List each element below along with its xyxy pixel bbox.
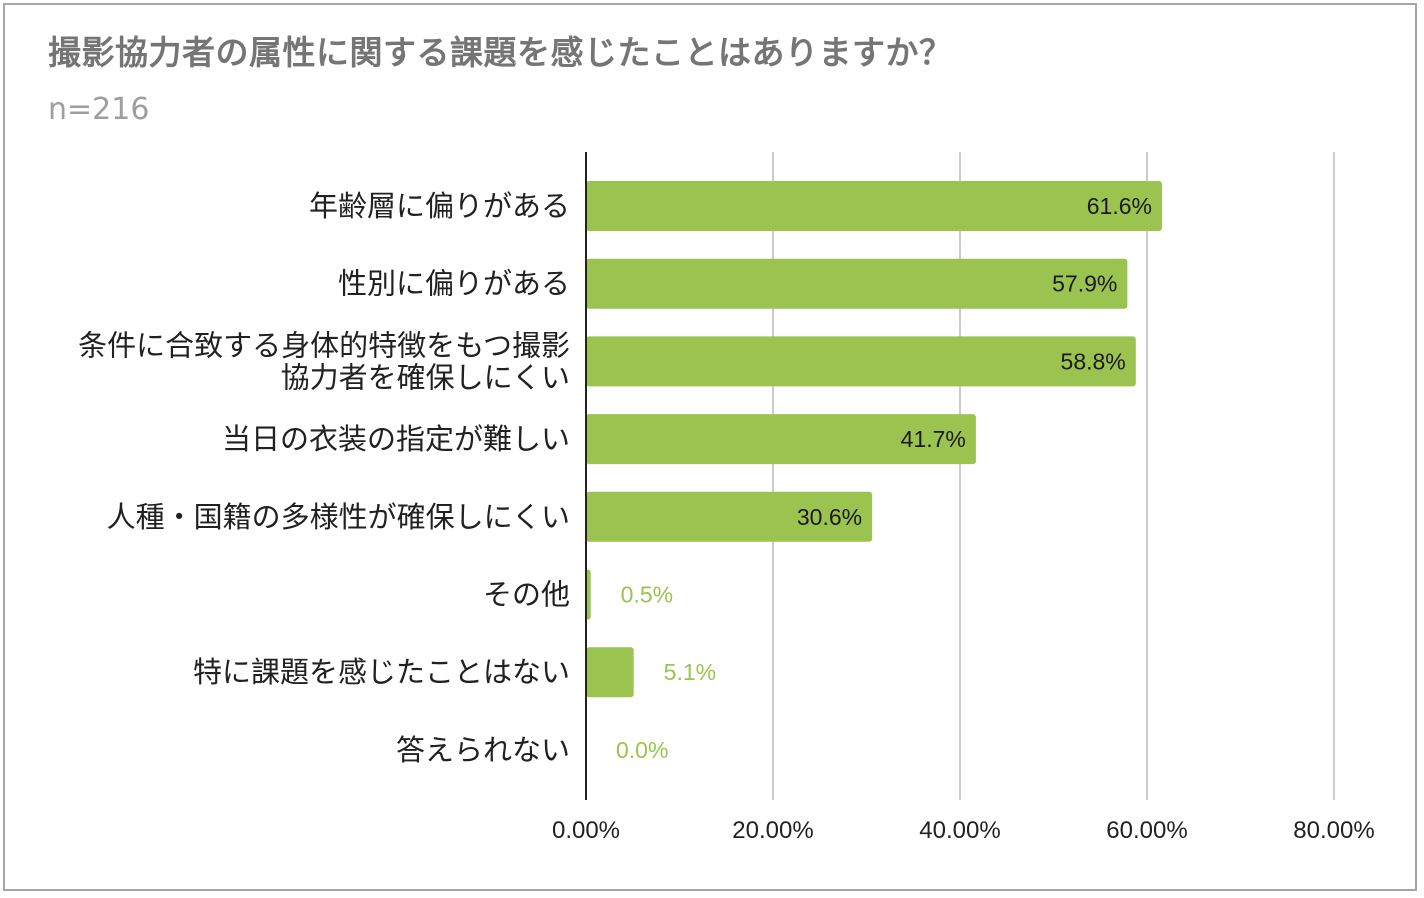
bar [586, 414, 976, 465]
category-label: 答えられない [396, 733, 570, 767]
data-label: 30.6% [797, 504, 862, 530]
chart-title: 撮影協力者の属性に関する課題を感じたことはありますか？ [48, 33, 953, 72]
x-tick-label: 80.00% [1293, 817, 1374, 844]
data-label: 0.5% [621, 582, 673, 608]
bar [586, 569, 591, 620]
bar [586, 336, 1136, 387]
category-label: 年齢層に偏りがある [309, 189, 570, 223]
category-label: その他 [483, 578, 570, 612]
data-label: 5.1% [664, 659, 716, 685]
bar [586, 491, 873, 542]
category-label: 当日の衣装の指定が難しい [222, 422, 570, 456]
data-label: 61.6% [1087, 193, 1152, 219]
category-label: 条件に合致する身体的特徴をもつ撮影 [78, 328, 570, 362]
x-tick-label: 0.00% [552, 817, 620, 844]
x-tick-label: 40.00% [919, 817, 1000, 844]
data-label: 57.9% [1052, 271, 1117, 297]
bar [586, 647, 634, 698]
chart-subtitle: n=216 [48, 92, 150, 127]
data-label: 58.8% [1061, 348, 1126, 374]
data-label: 41.7% [901, 426, 966, 452]
category-label: 協力者を確保しにくい [281, 360, 570, 394]
x-tick-label: 60.00% [1106, 817, 1187, 844]
data-label: 0.0% [616, 737, 668, 763]
category-label: 特に課題を感じたことはない [193, 655, 570, 689]
category-label: 性別に偏りがある [338, 267, 570, 301]
bar [586, 181, 1162, 231]
bar [586, 258, 1128, 309]
x-tick-label: 20.00% [732, 817, 813, 844]
category-label: 人種・国籍の多様性が確保しにくい [107, 500, 570, 534]
